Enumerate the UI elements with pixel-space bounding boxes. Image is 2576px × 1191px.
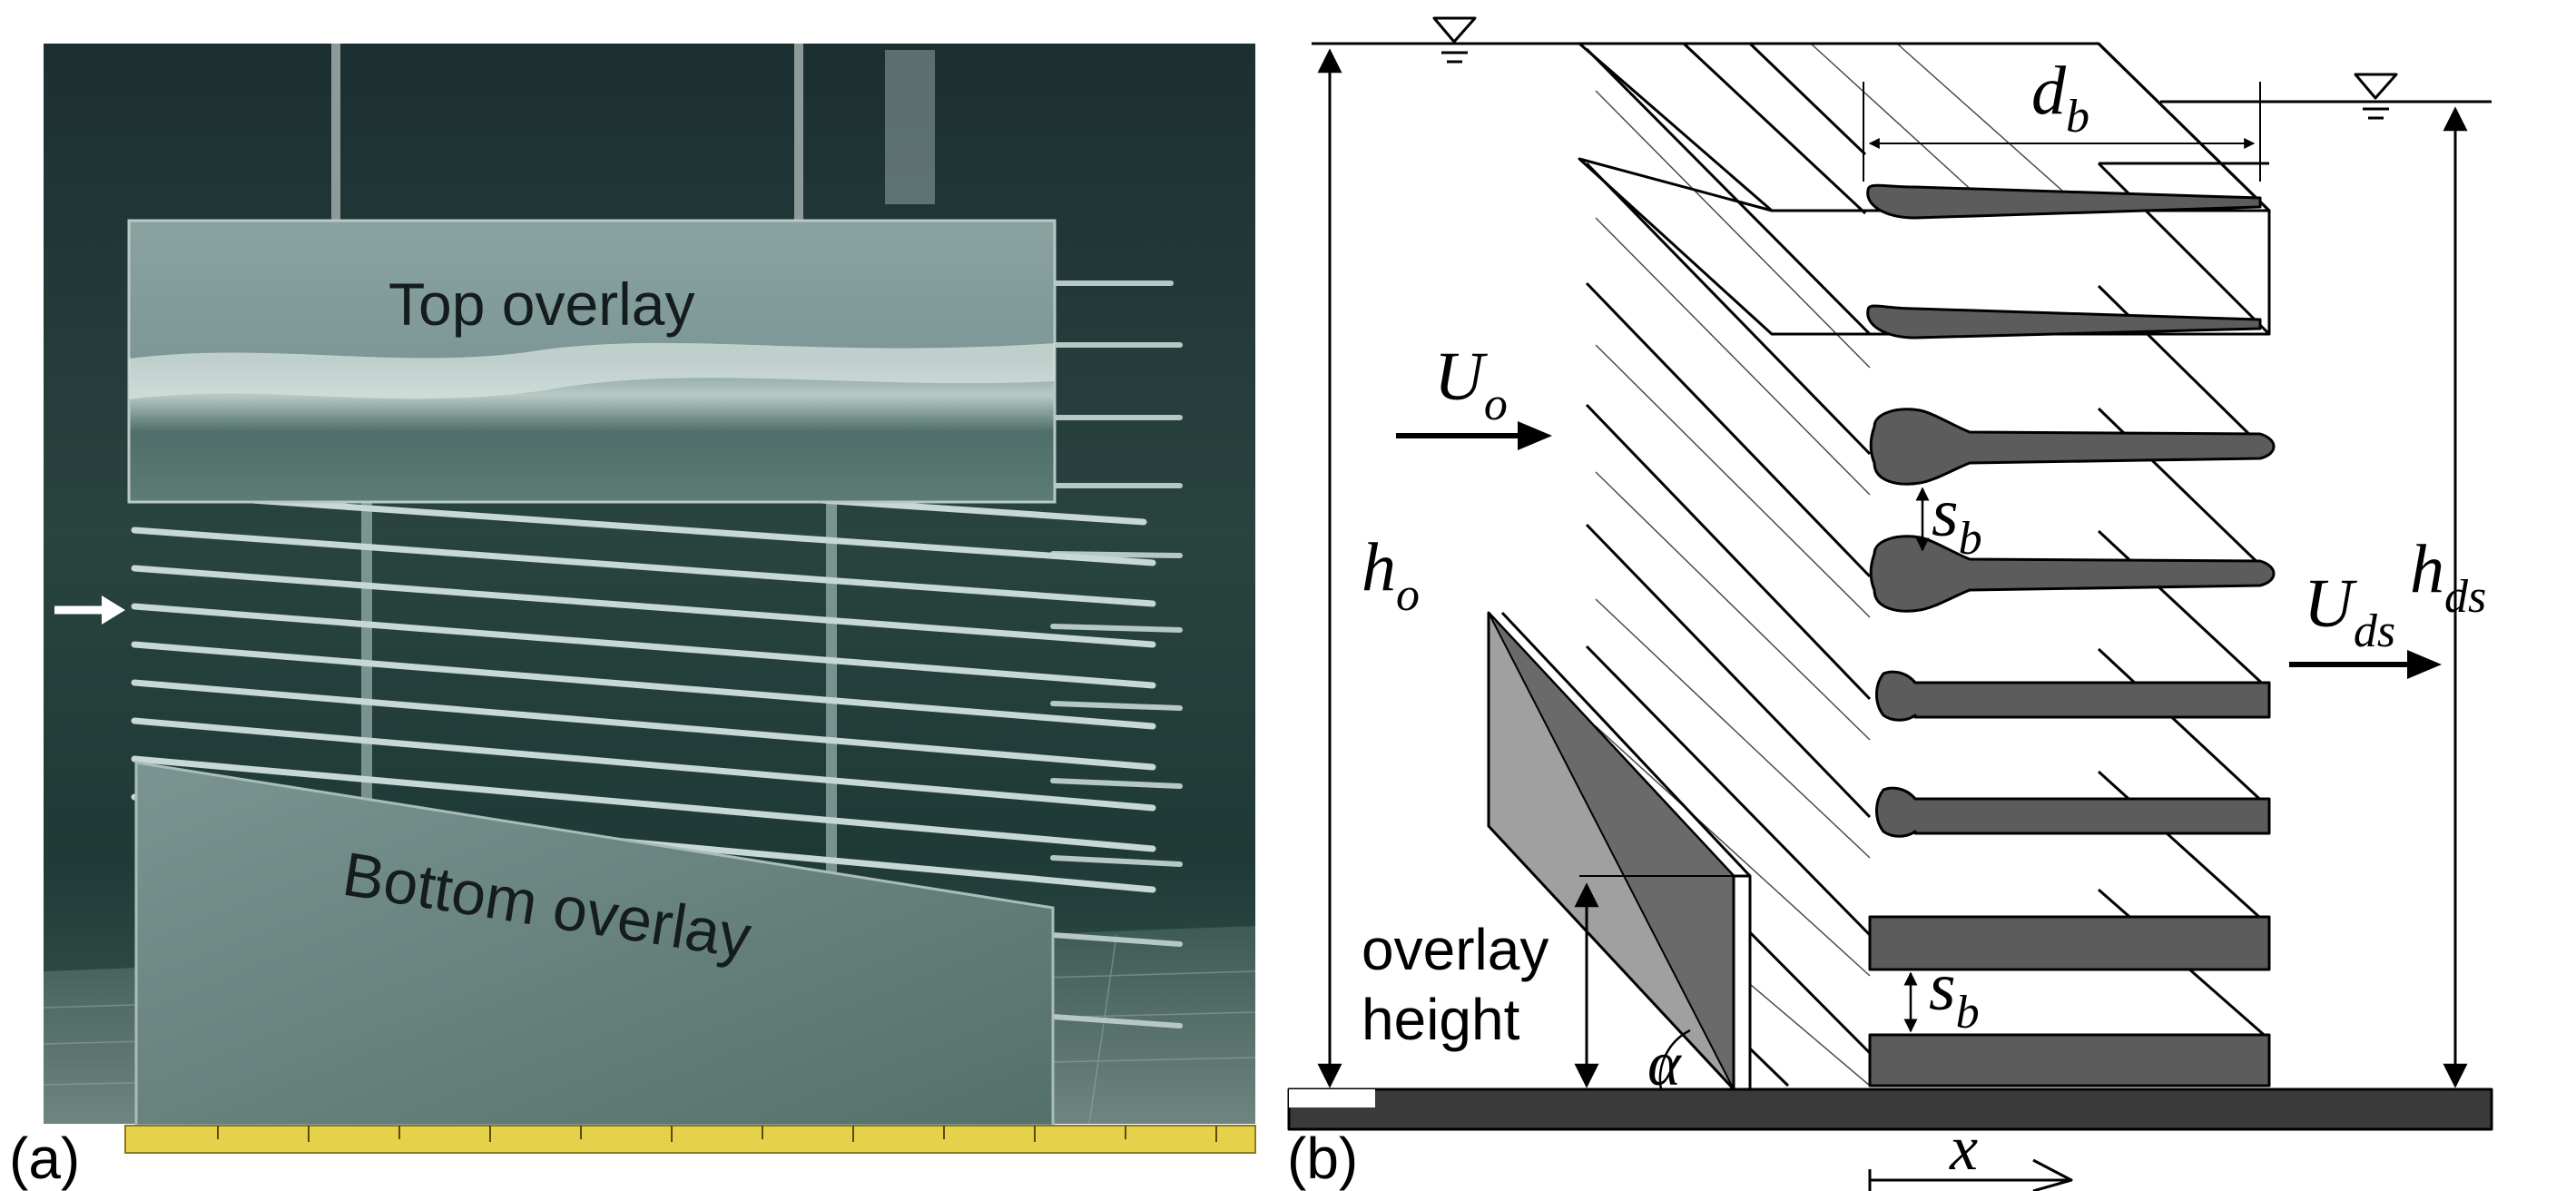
panel-a-label: (a) [9,1126,80,1191]
s-b-lower-label: sb [1929,949,1980,1038]
h-o-label: ho [1362,529,1420,621]
free-surface-wave [129,342,1055,399]
water-level-symbol-icon [1432,16,1477,64]
bar-profile-1 [1866,183,2262,220]
flume-bed [1287,1088,2493,1131]
measuring-tape-ticks [217,1126,1217,1142]
bar-profile-5 [1875,670,2271,722]
u-ds-label: Uds [2304,566,2395,657]
bar-ends-right [1050,281,1183,1029]
panel-b-schematic: ho hds Uo Uds db sb sb x α overlay heigh… [1287,16,2493,1191]
measuring-tape [124,1125,1256,1154]
panel-a-photo: Top overlay Bottom overlay (a) [9,44,1256,1191]
alpha-angle-arc [1658,1029,1691,1090]
flume-bed-notch [1289,1089,1375,1107]
bottom-overlay-top-edge [1500,611,1752,878]
downstream-flow-arrow-icon [2289,650,2442,679]
upstream-flow-arrow-icon [1396,421,1552,450]
top-overlay-label: Top overlay [388,271,695,338]
bar-profiles [1866,183,2276,1088]
h-ds-label: hds [2410,531,2486,623]
reflection-patch [885,50,935,204]
rack-diagonals [1585,42,2271,1088]
bottom-overlay-edge [1732,874,1752,1091]
overlay-height-label-line-1: overlay [1362,917,1549,982]
support-rod-right [794,44,803,221]
water-level-symbol-icon-downstream [2354,73,2398,120]
bar-profile-3 [1869,408,2276,486]
bar-profile-7 [1868,915,2271,971]
bar-profile-8 [1868,1033,2271,1088]
bar-profile-6 [1875,786,2271,838]
x-label: x [1949,1114,1978,1184]
bar-profile-2 [1866,304,2262,340]
u-o-label: Uo [1434,339,1508,430]
overlay-height-label-line-2: height [1362,987,1520,1052]
x-axis-arrowhead [2032,1158,2073,1191]
support-rod-left [331,44,340,221]
s-b-upper-label: sb [1932,475,1982,565]
alpha-label: α [1647,1029,1682,1099]
d-b-label: db [2031,53,2089,143]
spacer-right [826,472,837,944]
panel-b-label: (b) [1287,1126,1358,1191]
right-arrow-icon [54,596,125,625]
